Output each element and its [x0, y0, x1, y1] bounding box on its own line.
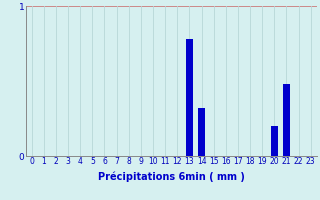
- Bar: [198, 108, 205, 156]
- Bar: [186, 39, 193, 156]
- X-axis label: Précipitations 6min ( mm ): Précipitations 6min ( mm ): [98, 172, 244, 182]
- Bar: [271, 126, 278, 156]
- Bar: [283, 84, 290, 156]
